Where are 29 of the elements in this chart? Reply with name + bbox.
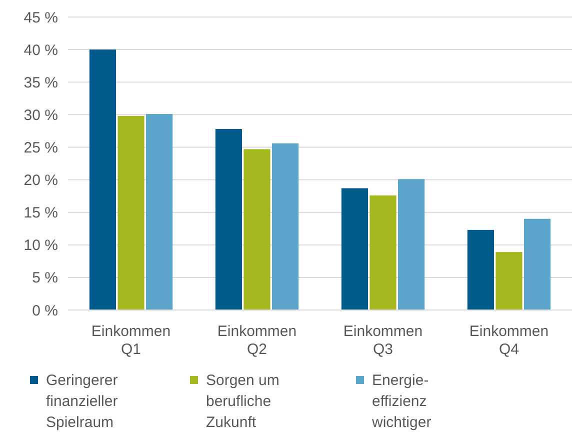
y-tick-label: 25 % — [24, 139, 58, 156]
x-tick-label: Einkommen Q1 — [91, 323, 171, 358]
bar — [370, 195, 396, 310]
bar — [146, 114, 173, 310]
y-tick-label: 15 % — [24, 204, 58, 222]
bar — [496, 252, 522, 310]
y-tick-label: 10 % — [24, 237, 58, 254]
bar — [215, 128, 242, 310]
bar — [272, 143, 299, 310]
bar — [524, 218, 551, 310]
legend-label: Geringerer finanzieller Spielraum — [46, 372, 118, 431]
y-tick-label: 40 % — [24, 42, 58, 59]
legend-label: Sorgen um berufliche Zukunft — [206, 372, 280, 431]
y-tick-label: 20 % — [24, 172, 58, 190]
y-tick-label: 35 % — [24, 74, 58, 92]
bar — [398, 179, 425, 310]
y-tick-label: 5 % — [32, 270, 58, 287]
bar — [89, 50, 116, 310]
x-tick-label: Einkommen Q3 — [343, 323, 423, 358]
y-tick-label: 30 % — [24, 106, 58, 124]
bar — [467, 230, 494, 310]
legend-label: Energie-effizienz wichtiger — [371, 372, 432, 431]
bar — [118, 116, 144, 310]
y-tick-label: 0 % — [32, 302, 58, 320]
bar — [341, 188, 368, 310]
x-tick-label: Einkommen Q4 — [469, 323, 549, 358]
bar — [244, 149, 270, 310]
x-tick-label: Einkommen Q2 — [217, 323, 297, 358]
y-tick-label: 45 % — [24, 9, 58, 26]
